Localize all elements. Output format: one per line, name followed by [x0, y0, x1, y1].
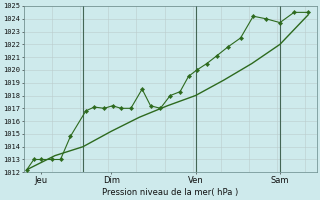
X-axis label: Pression niveau de la mer( hPa ): Pression niveau de la mer( hPa ): [102, 188, 238, 197]
